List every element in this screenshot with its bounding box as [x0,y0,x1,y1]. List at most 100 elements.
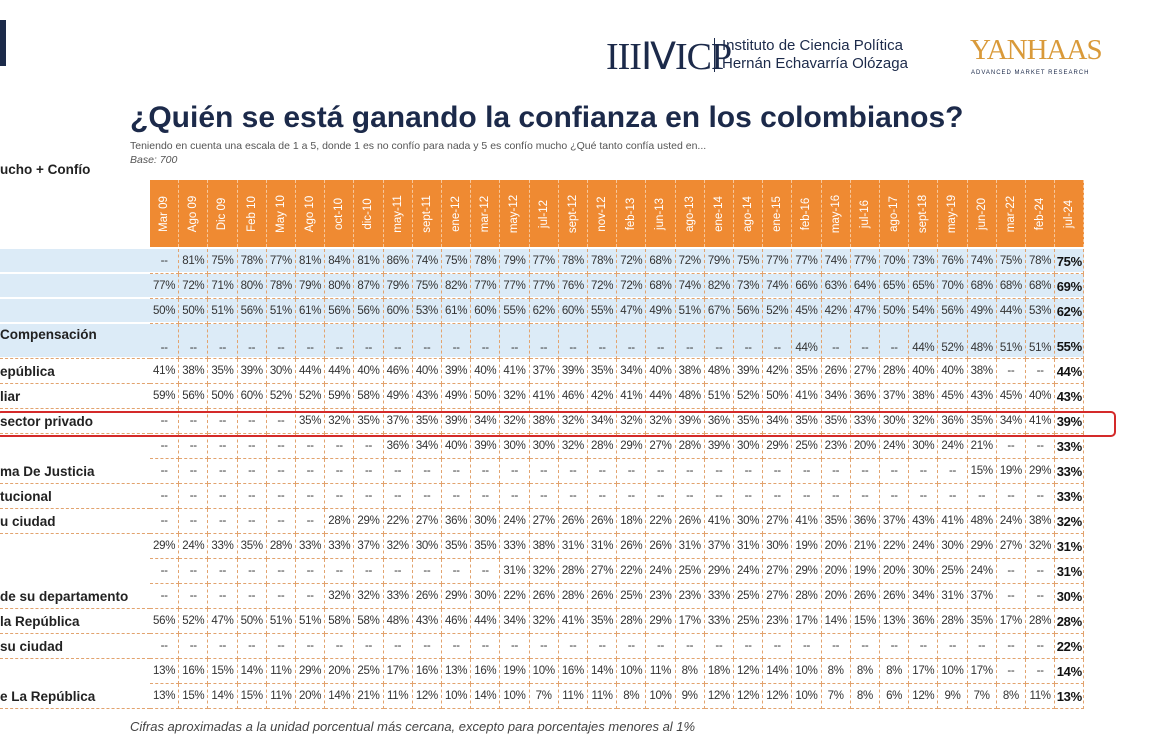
table-cell: -- [850,484,880,509]
row-background [0,274,1085,297]
table-cell: 41% [529,384,559,409]
table-cell: 29% [1026,459,1056,484]
row-label: epública [0,359,150,384]
table-cell: 75% [208,249,238,274]
table-cell: 10% [792,659,822,684]
table-cell: -- [1026,584,1056,609]
table-cell: 35% [296,409,326,434]
table-cell: 19% [996,459,1026,484]
table-cell: -- [354,559,384,584]
table-cell: 30% [471,584,501,609]
table-cell: 26% [529,584,559,609]
table-cell: -- [179,484,209,509]
table-cell: 13% [1055,684,1085,709]
table-cell: 74% [967,249,997,274]
table-cell: 43% [1055,384,1085,409]
table-cell: 26% [588,509,618,534]
column-header-text: jul-24 [1063,199,1076,228]
table-cell: 14% [1055,659,1085,684]
table-cell: 44% [1055,359,1085,384]
table-cell: 13% [150,659,180,684]
table-cell: 32% [325,584,355,609]
table-cell: -- [529,324,559,359]
column-header: sept-12 [558,180,588,247]
table-cell: 81% [296,249,326,274]
row-background [0,249,1085,272]
table-cell: 30% [471,509,501,534]
table-cell: -- [996,434,1026,459]
table-cell: -- [500,634,530,659]
table-cell: 29% [763,434,793,459]
table-cell: 24% [500,509,530,534]
column-header-text: dic-10 [362,197,375,230]
table-cell: 37% [383,409,413,434]
table-cell: 79% [500,249,530,274]
table-cell: 34% [617,359,647,384]
table-cell: -- [588,324,618,359]
table-cell: -- [325,434,355,459]
table-cell: 39% [704,434,734,459]
table-cell: 32% [529,609,559,634]
table-cell: 51% [208,299,238,324]
table-cell: 26% [617,534,647,559]
table-cell: 26% [850,584,880,609]
table-cell: 35% [792,409,822,434]
table-cell: -- [266,559,296,584]
table-cell: 59% [150,384,180,409]
table-cell: -- [266,324,296,359]
table-cell: -- [617,324,647,359]
table-cell: 7% [967,684,997,709]
table-cell: 47% [617,299,647,324]
table-cell: 29% [296,659,326,684]
table-cell: 30% [734,509,764,534]
table-cell: 43% [412,609,442,634]
table-cell: 30% [909,559,939,584]
table-cell: 38% [909,384,939,409]
column-header: mar-12 [471,180,501,247]
table-cell: 30% [529,434,559,459]
column-header-text: jul-12 [537,199,550,228]
column-header: sept-18 [909,180,939,247]
table-cell: 51% [1026,324,1056,359]
table-cell: 8% [675,659,705,684]
table-cell: 15% [850,609,880,634]
table-cell: 77% [529,249,559,274]
table-cell: -- [296,559,326,584]
table-cell: 52% [734,384,764,409]
column-header-text: sept-12 [566,194,579,233]
table-cell: -- [734,324,764,359]
table-cell: 25% [617,584,647,609]
table-cell: 31% [558,534,588,559]
table-cell: 30% [909,434,939,459]
row-label: e La República [0,684,150,709]
table-cell: 53% [1026,299,1056,324]
table-cell: 71% [208,274,238,299]
table-cell: 8% [880,659,910,684]
table-cell: 27% [529,509,559,534]
table-cell: 77% [471,274,501,299]
table-cell: 37% [967,584,997,609]
table-cell: -- [208,324,238,359]
table-cell: 65% [909,274,939,299]
table-cell: 78% [1026,249,1056,274]
table-cell: -- [909,459,939,484]
table-cell: 36% [442,509,472,534]
subtitle: Teniendo en cuenta una escala de 1 a 5, … [130,140,707,152]
column-header: jun-20 [967,180,997,247]
table-cell: -- [383,559,413,584]
column-header: Dic 09 [208,180,238,247]
column-header-text: nov-12 [596,195,609,232]
table-cell: 20% [850,434,880,459]
table-cell: 35% [237,534,267,559]
table-cell: 11% [383,684,413,709]
table-cell: 12% [704,684,734,709]
table-cell: -- [266,434,296,459]
table-cell: 28% [558,559,588,584]
column-header-text: sept-11 [420,194,433,233]
table-cell: 60% [558,299,588,324]
table-cell: 8% [996,684,1026,709]
table-cell: 78% [237,249,267,274]
table-cell: -- [646,634,676,659]
table-cell: 56% [150,609,180,634]
table-cell: -- [1026,559,1056,584]
